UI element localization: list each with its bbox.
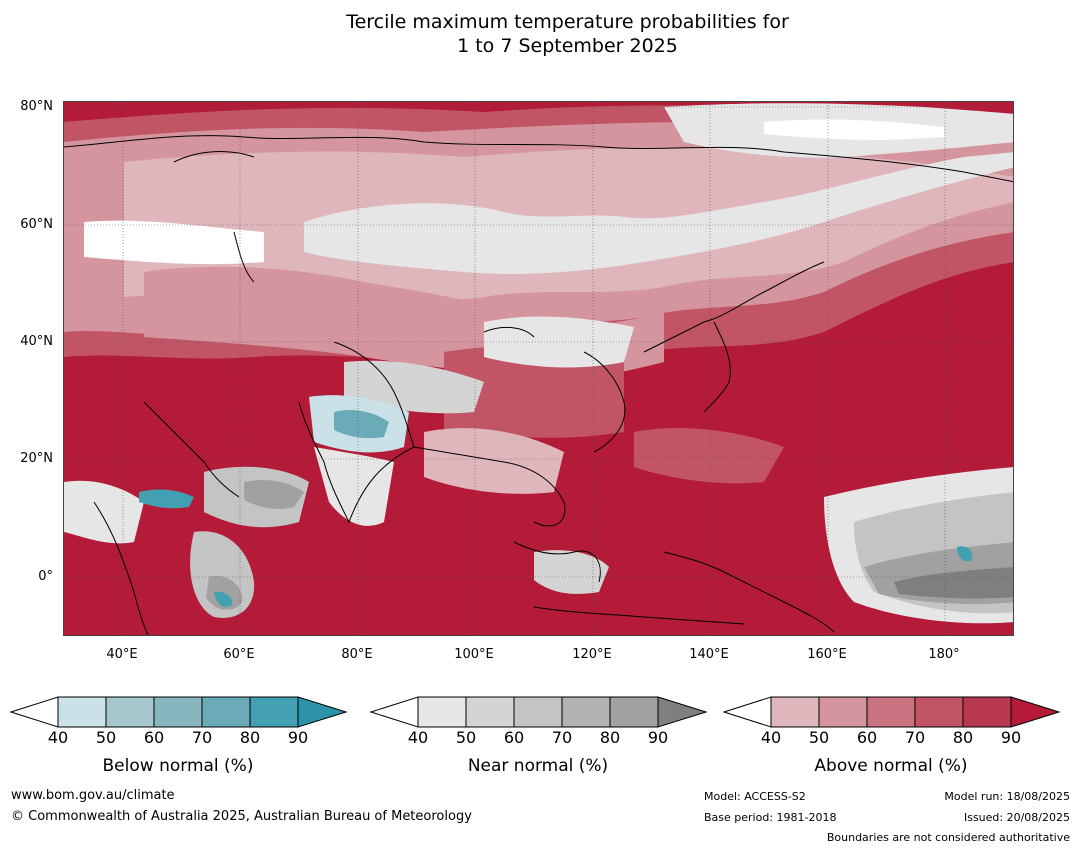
legend-below-tick: 50 [95,728,117,747]
boundaries-note: Boundaries are not considered authoritat… [826,831,1070,844]
legend-below-tick: 60 [143,728,165,747]
coastlines [64,135,1013,635]
lon-label-100e: 100°E [454,647,494,662]
lon-label-160e: 160°E [807,647,847,662]
lat-label-0: 0° [38,569,53,584]
copyright-text: © Commonwealth of Australia 2025, Austra… [11,809,472,824]
map-canvas [64,102,1013,635]
legend-above-swatch-5 [962,696,1012,728]
region-red-sea-below [139,489,194,509]
model-text: Model: ACCESS-S2 [704,790,806,803]
legend-below-normal: 40 50 60 70 80 90 Below normal (%) [9,696,350,776]
legend-below-bar [9,696,348,728]
region-west-pacific-80 [634,427,784,484]
lon-label-180: 180° [928,647,960,662]
title-line-2: 1 to 7 September 2025 [457,35,678,57]
legend-above-tick: 50 [808,728,830,747]
model-run-text: Model run: 18/08/2025 [944,790,1070,803]
lat-label-80n: 80°N [20,99,53,114]
forecast-map [63,101,1014,636]
region-north-asia-near [304,152,1013,274]
region-borneo-near [534,550,609,594]
region-indian-ocean-below [214,591,233,607]
legend-above-tick: 90 [1000,728,1022,747]
legend-near-normal: 40 50 60 70 80 90 Near normal (%) [369,696,710,776]
legend-near-title: Near normal (%) [467,756,609,776]
website-link[interactable]: www.bom.gov.au/climate [11,788,175,803]
legend-above-bar [722,696,1061,728]
region-east-africa-near [64,480,144,544]
legend-above-tick: 70 [904,728,926,747]
legend-below-swatch-0 [9,696,59,728]
lat-label-40n: 40°N [20,334,53,349]
legend-above-swatch-0 [722,696,772,728]
legend-near-tick: 80 [599,728,621,747]
lon-label-80e: 80°E [341,647,373,662]
legend-near-tick: 70 [551,728,573,747]
legend-near-tick: 90 [647,728,669,747]
legend-near-swatch-2 [465,696,515,728]
region-tibet-near [344,360,484,414]
legend-below-swatch-2 [105,696,155,728]
legend-below-swatch-4 [201,696,251,728]
lat-label-20n: 20°N [20,451,53,466]
region-west-siberia-white [84,220,264,265]
legend-below-tick: 80 [239,728,261,747]
region-pacific-below [957,546,973,562]
lon-label-140e: 140°E [689,647,729,662]
legend-near-swatch-6 [657,696,708,728]
legend-near-swatch-4 [561,696,611,728]
region-china-80 [444,346,624,438]
legend-near-swatch-0 [369,696,419,728]
lon-label-40e: 40°E [106,647,138,662]
legend-above-swatch-6 [1010,696,1061,728]
legend-above-tick: 40 [760,728,782,747]
legend-below-swatch-6 [297,696,348,728]
legend-near-tick: 60 [503,728,525,747]
base-period-text: Base period: 1981-2018 [704,811,837,824]
legend-near-tick: 40 [407,728,429,747]
legend-above-swatch-3 [866,696,916,728]
issued-text: Issued: 20/08/2025 [963,811,1070,824]
map-title: Tercile maximum temperature probabilitie… [0,10,1081,58]
legend-above-normal: 40 50 60 70 80 90 Above normal (%) [722,696,1063,776]
region-arabian-sea-near-80 [244,480,304,510]
legend-below-swatch-1 [57,696,107,728]
legend-above-swatch-1 [770,696,820,728]
lon-label-120e: 120°E [572,647,612,662]
legend-near-swatch-3 [513,696,563,728]
legend-above-title: Above normal (%) [814,756,968,776]
legend-above-swatch-4 [914,696,964,728]
legend-above-swatch-2 [818,696,868,728]
title-line-1: Tercile maximum temperature probabilitie… [346,11,789,33]
legend-below-tick: 90 [287,728,309,747]
lon-label-60e: 60°E [223,647,255,662]
legend-near-swatch-1 [417,696,467,728]
region-southeast-asia-50 [424,428,564,494]
region-arctic-white [764,119,944,140]
legend-near-tick: 50 [455,728,477,747]
region-india-below-80 [334,410,389,439]
legend-below-title: Below normal (%) [102,756,254,776]
legend-below-tick: 70 [191,728,213,747]
legend-above-tick: 80 [952,728,974,747]
lat-label-60n: 60°N [20,217,53,232]
legend-below-swatch-3 [153,696,203,728]
legend-below-swatch-5 [249,696,299,728]
legend-near-swatch-5 [609,696,659,728]
legend-below-tick: 40 [47,728,69,747]
gridlines [64,102,1013,635]
region-pacific-near-90 [894,567,1013,599]
legend-above-tick: 60 [856,728,878,747]
legend-near-bar [369,696,708,728]
region-india-near [314,447,394,526]
